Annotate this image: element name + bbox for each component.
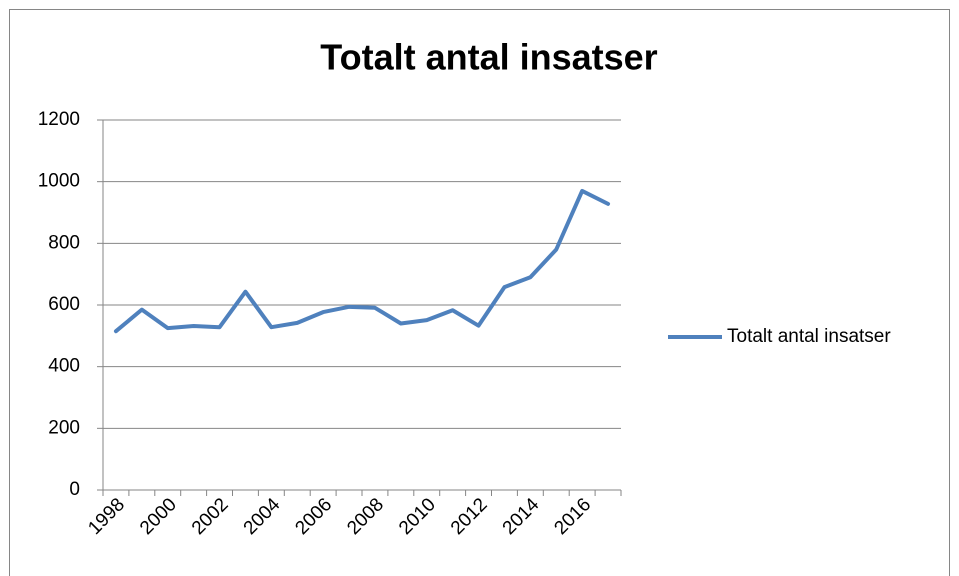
legend-label: Totalt antal insatser: [727, 326, 891, 347]
y-tick-label: 200: [48, 417, 80, 438]
chart-title: Totalt antal insatser: [320, 37, 657, 78]
y-tick-label: 800: [48, 232, 80, 253]
line-series: [113, 188, 611, 334]
y-tick-label: 0: [69, 479, 80, 500]
y-tick-label: 1200: [38, 109, 80, 130]
chart-border: [9, 9, 950, 576]
y-tick-label: 400: [48, 356, 80, 377]
y-tick-label: 1000: [38, 171, 80, 192]
y-tick-label: 600: [48, 294, 80, 315]
